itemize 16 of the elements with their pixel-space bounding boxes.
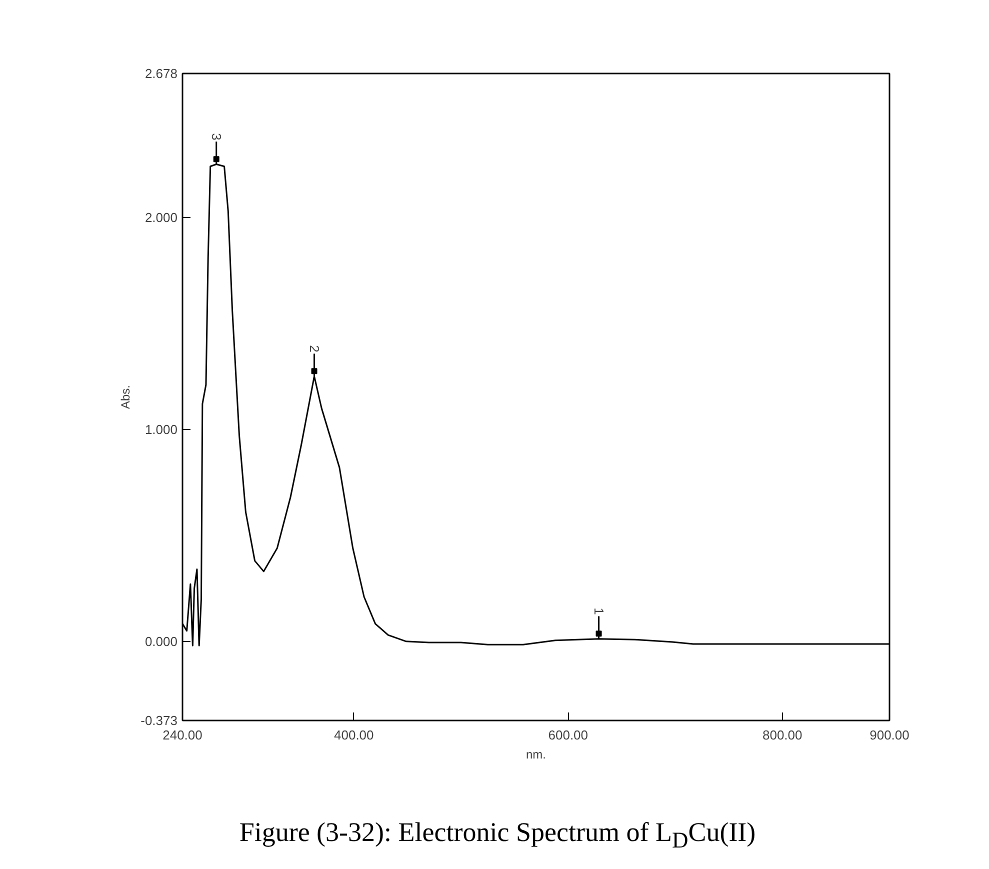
annotation: 3: [208, 133, 224, 140]
x-axis-title: nm.: [526, 748, 546, 762]
annotation: 1: [591, 608, 606, 615]
x-tick-label: 900.00: [870, 728, 910, 742]
x-tick-label: 240.00: [162, 728, 202, 742]
y-tick-label: 2.000: [144, 210, 178, 225]
text: Figure (3-32): Electronic Spectrum of L$_{D}$Cu(II): [239, 816, 756, 854]
y-axis-title: Abs.: [118, 384, 133, 410]
y-tick-label: -0.373: [140, 713, 178, 728]
x-tick-label: 600.00: [548, 728, 588, 742]
y-tick-label: 0.000: [144, 634, 178, 649]
x-tick-label: 800.00: [762, 728, 802, 742]
x-tick-label: 400.00: [334, 728, 374, 742]
annotation: 2: [306, 345, 322, 352]
y-tick-label: 2.678: [144, 66, 178, 81]
y-tick-label: 1.000: [144, 422, 178, 437]
